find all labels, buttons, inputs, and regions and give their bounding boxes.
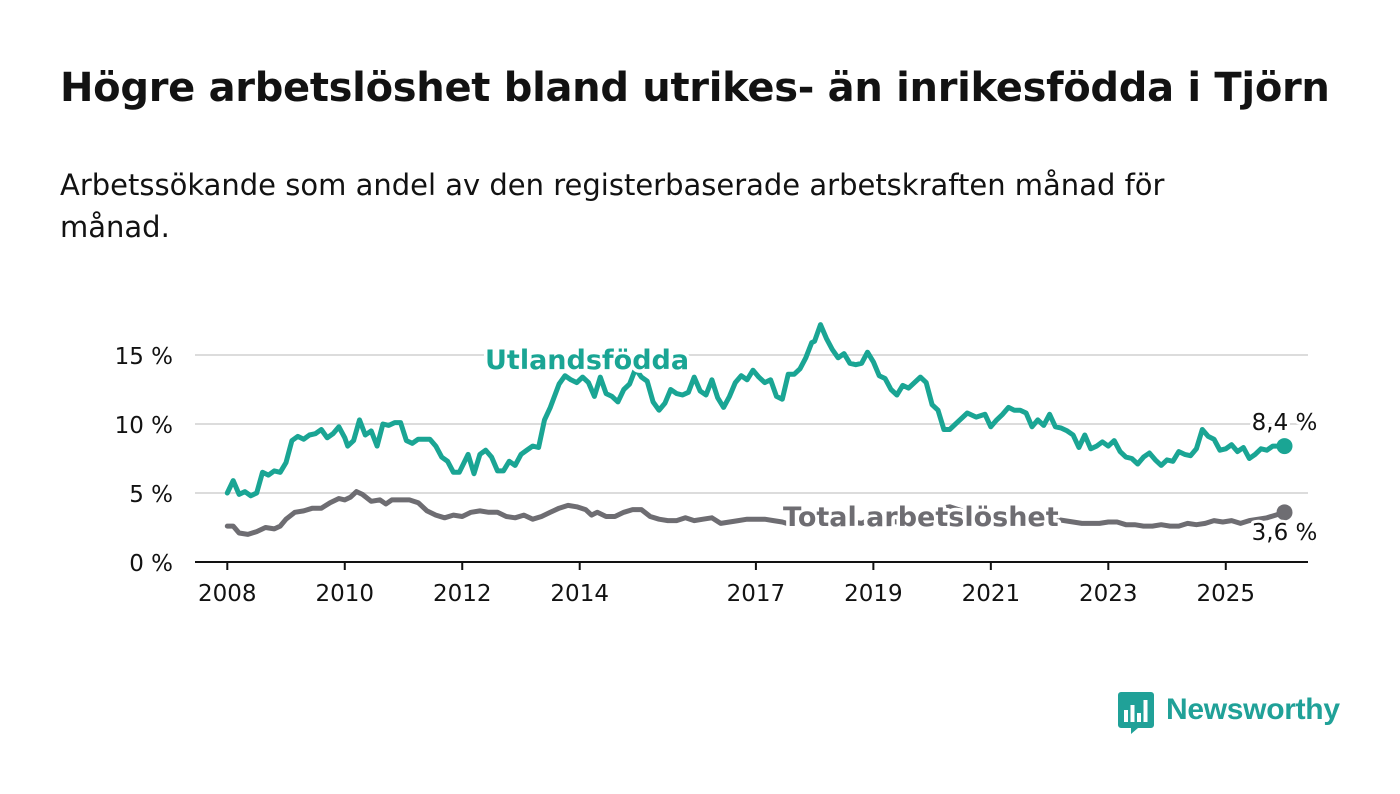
series-label-total: Total arbetslöshet (783, 502, 1059, 533)
x-tick-label: 2017 (727, 581, 786, 607)
x-axis-ticks: 2008 2010 2012 2014 2017 2019 2021 2023 2025 (198, 562, 1255, 607)
y-tick-label: 15 % (115, 344, 173, 370)
chart-subtitle: Arbetssökande som andel av den registerb… (60, 168, 1165, 244)
chart-title: Högre arbetslöshet bland utrikes- än inr… (60, 65, 1330, 111)
y-tick-label: 0 % (129, 551, 173, 577)
series-line-total (224, 489, 1287, 537)
end-point-total (1276, 504, 1293, 521)
series-lines (224, 322, 1293, 537)
series-label-utlandsfodda: Utlandsfödda (485, 345, 689, 376)
end-label-utlandsfodda: 8,4 % (1252, 410, 1318, 436)
y-axis-ticks: 0 % 5 % 10 % 15 % (115, 344, 173, 577)
x-tick-label: 2021 (962, 581, 1021, 607)
x-tick-label: 2012 (433, 581, 492, 607)
y-tick-label: 5 % (129, 482, 173, 508)
x-tick-label: 2019 (844, 581, 903, 607)
x-tick-label: 2014 (550, 581, 609, 607)
end-label-total: 3,6 % (1252, 520, 1318, 546)
series-label-total-halo: Total arbetslöshet (783, 502, 1059, 533)
series-label-utlandsfodda-halo: Utlandsfödda (485, 345, 689, 376)
x-tick-label: 2023 (1079, 581, 1138, 607)
x-tick-label: 2008 (198, 581, 257, 607)
x-tick-label: 2025 (1196, 581, 1255, 607)
newsworthy-wordmark: Newsworthy (1166, 693, 1340, 726)
end-label-utlandsfodda-halo: 8,4 % (1252, 410, 1318, 436)
y-tick-label: 10 % (115, 413, 173, 439)
x-tick-label: 2010 (315, 581, 374, 607)
series-line-utlandsfodda (224, 322, 1287, 499)
newsworthy-logo: Newsworthy (1118, 690, 1348, 736)
newsworthy-logo-icon (1118, 692, 1154, 734)
end-label-total-halo: 3,6 % (1252, 520, 1318, 546)
end-point-utlandsfodda (1276, 438, 1293, 455)
